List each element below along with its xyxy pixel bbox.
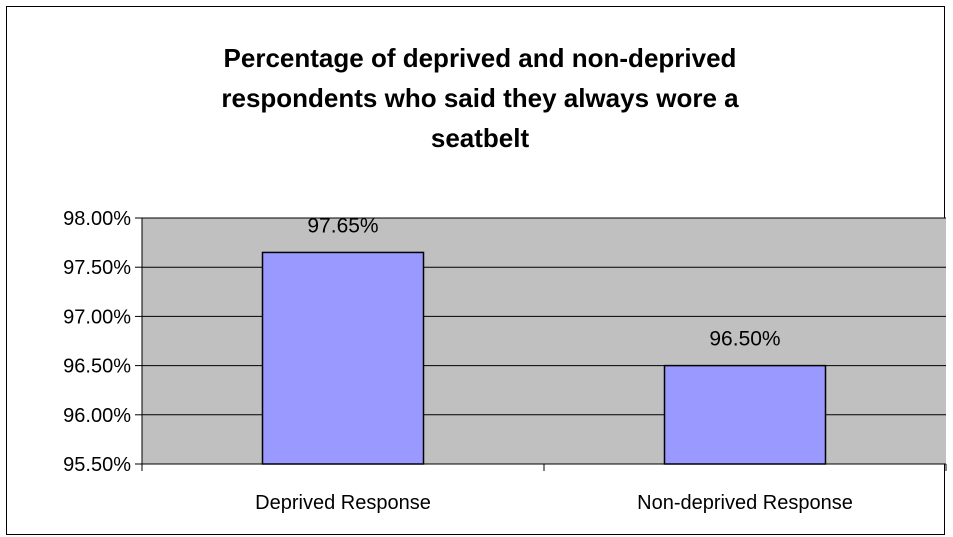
- x-category-label-1: Deprived Response: [255, 492, 431, 514]
- y-tick-label: 96.00%: [63, 405, 131, 427]
- y-tick-label: 97.50%: [63, 257, 131, 279]
- data-label-2: 96.50%: [709, 328, 780, 351]
- y-tick-label: 95.50%: [63, 454, 131, 476]
- x-category-label-2: Non-deprived Response: [637, 492, 853, 514]
- y-tick-label: 98.00%: [63, 208, 131, 230]
- chart-title-line-2: respondents who said they always wore a: [221, 83, 739, 113]
- chart-title: Percentage of deprived and non-deprived …: [120, 38, 840, 158]
- y-tick-label: 97.00%: [63, 306, 131, 328]
- data-label-1: 97.65%: [307, 214, 378, 237]
- bars: [261, 251, 827, 465]
- y-tick-label: 96.50%: [63, 356, 131, 378]
- axes: [135, 217, 947, 471]
- bar-2: [663, 364, 827, 465]
- labels: 95.50% 96.00% 96.50% 97.00% 97.50% 98.00% 97.6…: [63, 208, 853, 514]
- chart-title-line-1: Percentage of deprived and non-deprived: [223, 43, 737, 73]
- chart-title-line-3: seatbelt: [430, 123, 530, 153]
- bar-1: [261, 251, 425, 465]
